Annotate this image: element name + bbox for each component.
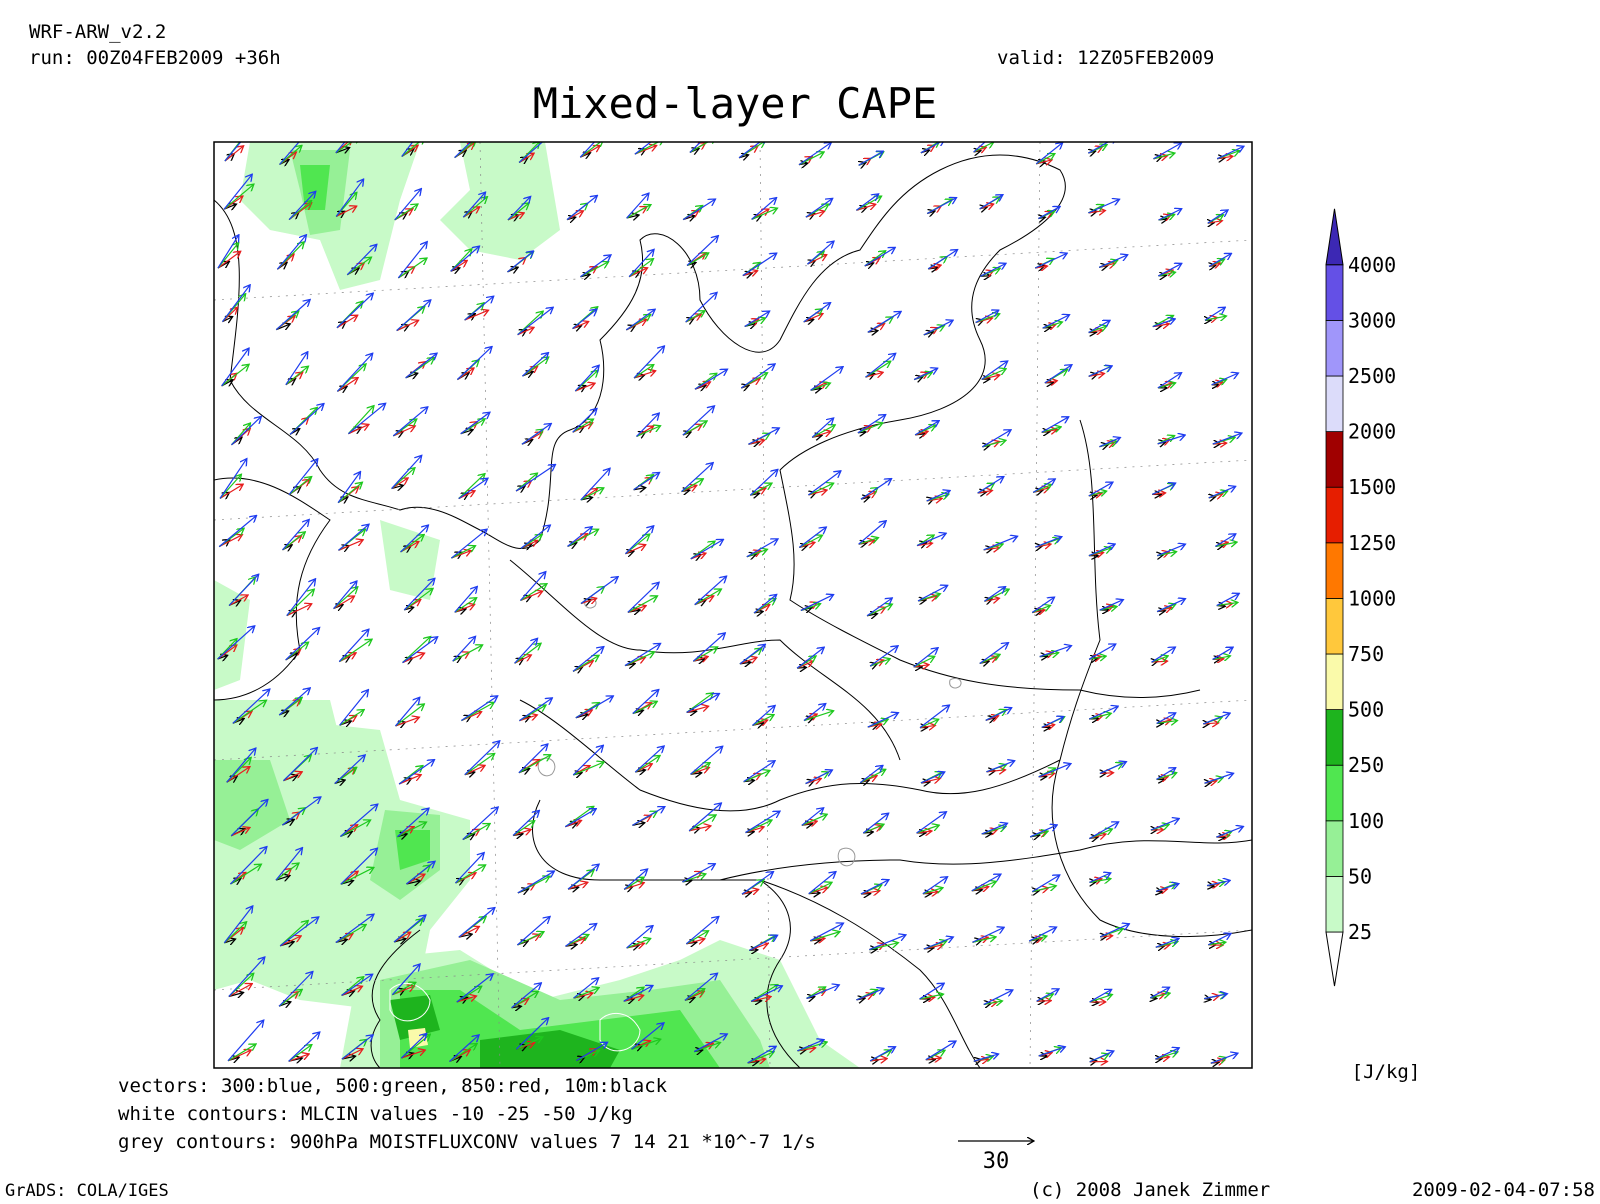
legend-note: vectors: 300:blue, 500:green, 850:red, 1… xyxy=(118,1075,668,1097)
model-label: WRF-ARW_v2.2 xyxy=(29,21,166,43)
colorbar-tick-label: 3000 xyxy=(1348,308,1396,332)
colorbar-tick-label: 50 xyxy=(1348,864,1372,888)
colorbar-band xyxy=(1326,265,1343,321)
colorbar-band xyxy=(1326,487,1343,543)
colorbar-tick-label: 2000 xyxy=(1348,420,1396,444)
colorbar: 25 50 100 250 500 750 1000 1250 1500 2000 2500 3000… xyxy=(1326,209,1396,986)
colorbar-band xyxy=(1326,654,1343,710)
legend-note: white contours: MLCIN values -10 -25 -50… xyxy=(118,1103,633,1125)
vector-scale-label: 30 xyxy=(983,1149,1010,1174)
colorbar-tick-label: 25 xyxy=(1348,920,1372,944)
colorbar-tick-label: 2500 xyxy=(1348,364,1396,388)
colorbar-tick-label: 750 xyxy=(1348,642,1384,666)
colorbar-tick-label: 1000 xyxy=(1348,586,1396,610)
software-label: GrADS: COLA/IGES xyxy=(5,1181,169,1200)
colorbar-triangle xyxy=(1326,209,1343,265)
colorbar-band xyxy=(1326,710,1343,766)
colorbar-tick-label: 500 xyxy=(1348,698,1384,722)
map-title: Mixed-layer CAPE xyxy=(533,79,938,128)
colorbar-band xyxy=(1326,432,1343,488)
colorbar-tick-label: 1250 xyxy=(1348,531,1396,555)
colorbar-band xyxy=(1326,765,1343,821)
colorbar-band xyxy=(1326,598,1343,654)
colorbar-band xyxy=(1326,543,1343,599)
colorbar-band xyxy=(1326,320,1343,376)
valid-label: valid: 12Z05FEB2009 xyxy=(997,47,1214,69)
colorbar-tick-label: 1500 xyxy=(1348,475,1396,499)
colorbar-unit: [J/kg] xyxy=(1352,1061,1421,1083)
run-label: run: 00Z04FEB2009 +36h xyxy=(29,47,281,69)
colorbar-tick-label: 4000 xyxy=(1348,253,1396,277)
legend-note: grey contours: 900hPa MOISTFLUXCONV valu… xyxy=(118,1131,816,1153)
colorbar-band xyxy=(1326,376,1343,432)
colorbar-tick-label: 100 xyxy=(1348,809,1384,833)
colorbar-band xyxy=(1326,821,1343,877)
colorbar-tick-label: 250 xyxy=(1348,753,1384,777)
timestamp-label: 2009-02-04-07:58 xyxy=(1412,1179,1595,1200)
map-area xyxy=(214,119,1252,1068)
copyright-label: (c) 2008 Janek Zimmer xyxy=(1030,1179,1270,1200)
colorbar-triangle xyxy=(1326,932,1343,986)
colorbar-band xyxy=(1326,876,1343,932)
